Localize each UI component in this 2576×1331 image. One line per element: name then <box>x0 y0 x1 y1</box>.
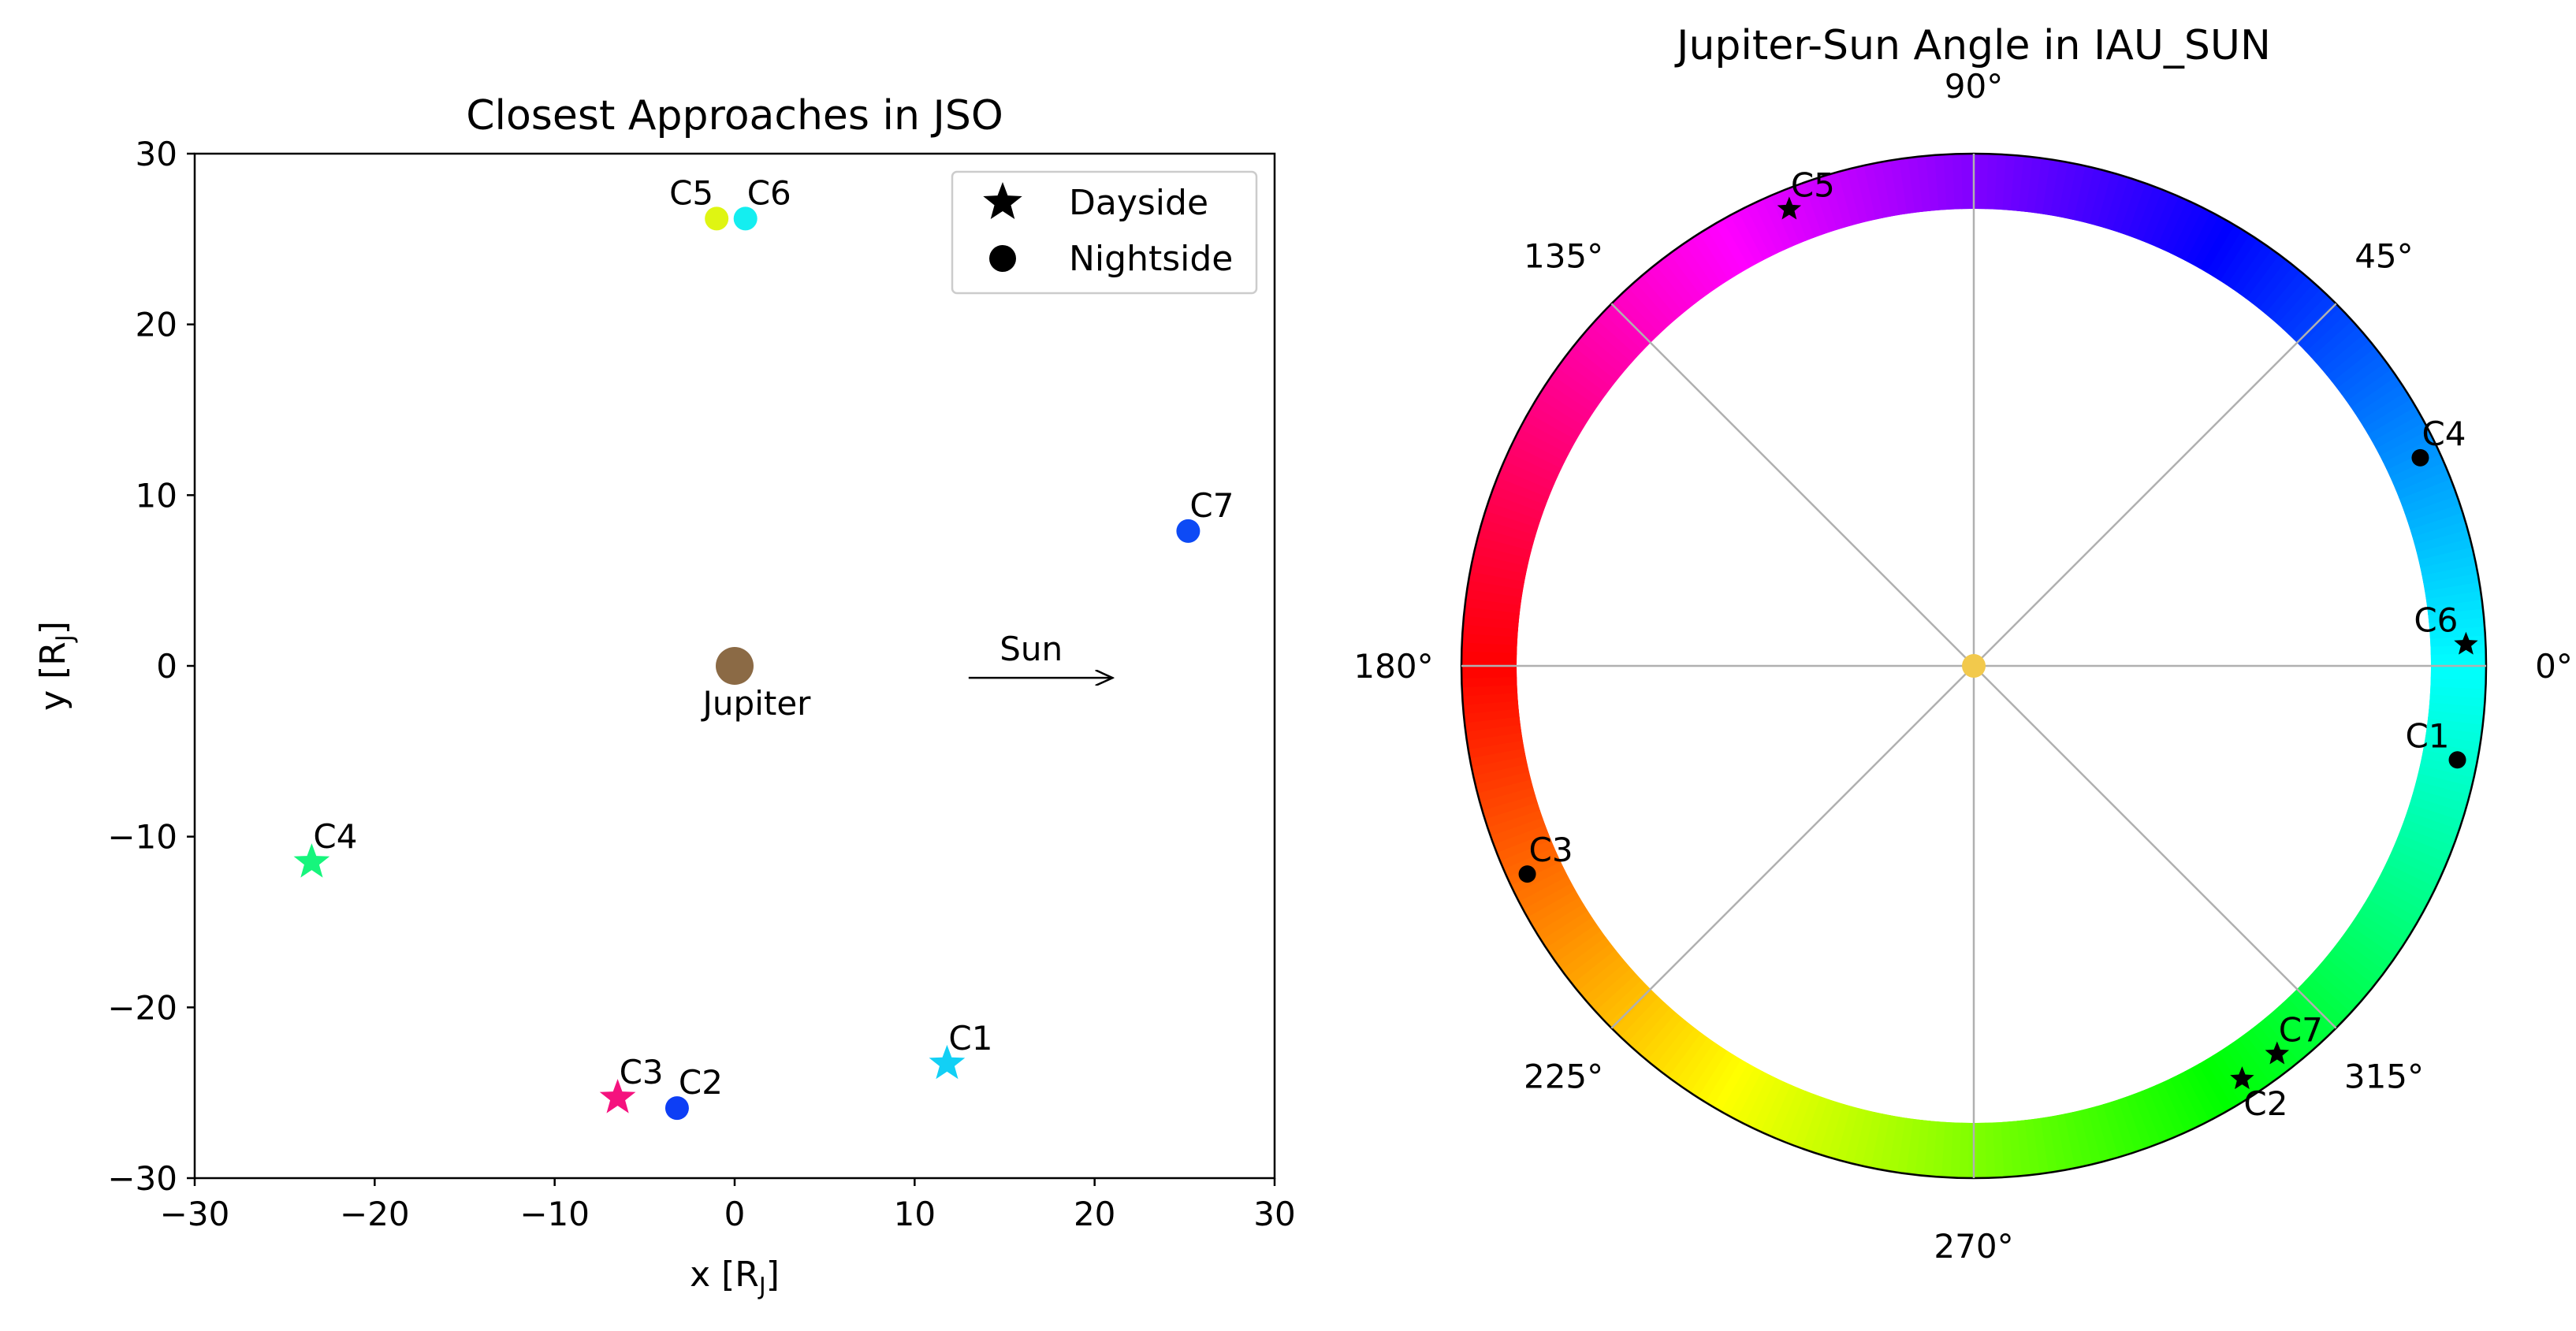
scatter-title: Closest Approaches in JSO <box>466 92 1003 139</box>
y-axis-label-sub: J <box>51 634 79 643</box>
polar-marks: C1 C2 C3 C4 C5 C6 C7 <box>1518 166 2478 1123</box>
polar-grid <box>1461 154 2486 1178</box>
point-c3-label: C3 <box>620 1053 664 1091</box>
polar-grid-line <box>1610 303 1975 667</box>
polar-point-c3-label: C3 <box>1529 831 1573 869</box>
point-c2-circle <box>664 1096 689 1121</box>
x-tick-label: −10 <box>519 1195 590 1233</box>
jupiter-marker <box>716 647 754 685</box>
point-c2-label: C2 <box>679 1063 723 1102</box>
polar-angle-label: 90° <box>1945 67 2003 106</box>
polar-angle-label: 315° <box>2344 1057 2424 1095</box>
y-axis-label-text: y [R <box>33 641 73 711</box>
point-c6-circle <box>733 206 758 231</box>
polar-point-c4-circle <box>2411 448 2429 467</box>
jupiter-label: Jupiter <box>701 684 812 723</box>
polar-title: Jupiter-Sun Angle in IAU_SUN <box>1674 22 2271 69</box>
polar-angle-label: 270° <box>1934 1227 2013 1266</box>
legend-dayside-label: Dayside <box>1069 183 1208 223</box>
y-tick-label: 10 <box>136 476 177 515</box>
y-axis-label: y [RJ] <box>33 621 79 711</box>
polar-grid-line <box>1610 665 1975 1029</box>
y-tick-label: 30 <box>136 135 177 173</box>
polar-point-c7-label: C7 <box>2279 1011 2323 1050</box>
polar-angle-label: 180° <box>1353 647 1433 686</box>
polar-grid-line <box>1973 303 2337 667</box>
scatter-marks: Jupiter Sun C1 C2 C3 C4 C5 C6 C7 <box>293 173 1234 1121</box>
y-tick-label: −20 <box>107 988 177 1027</box>
x-tick-label: 10 <box>894 1195 936 1233</box>
polar-point-c2-label: C2 <box>2243 1084 2288 1123</box>
legend-star-icon <box>983 182 1022 220</box>
polar-point-c2-star <box>2230 1066 2254 1090</box>
point-c7-label: C7 <box>1189 486 1234 525</box>
polar-point-c1-label: C1 <box>2405 716 2449 755</box>
point-c3-star <box>599 1079 636 1114</box>
point-c4-label: C4 <box>313 817 357 856</box>
point-c5-label: C5 <box>669 173 713 212</box>
polar-point-c5-star <box>1777 196 1802 220</box>
x-tick-label: 30 <box>1253 1195 1295 1233</box>
x-axis-label-end: ] <box>766 1255 780 1295</box>
polar-angle-label: 135° <box>1524 237 1603 276</box>
polar-panel: Jupiter-Sun Angle in IAU_SUN 0° 45° 90° 135… <box>1353 22 2572 1266</box>
y-tick-label: −30 <box>107 1159 177 1198</box>
y-tick-label: 0 <box>156 647 177 686</box>
x-axis-label: x [RJ] <box>690 1255 780 1300</box>
y-tick-label: −10 <box>107 818 177 857</box>
sun-label: Sun <box>1000 630 1063 668</box>
polar-point-c5-label: C5 <box>1791 166 1835 205</box>
hue-ring-segment <box>2430 660 2486 681</box>
point-c6-label: C6 <box>747 173 791 212</box>
polar-point-c1-circle <box>2448 751 2466 769</box>
polar-point-c7-star <box>2265 1041 2290 1065</box>
legend-circle-icon <box>989 245 1016 272</box>
x-tick-label: 0 <box>724 1195 746 1233</box>
polar-point-c3-circle <box>1518 865 1536 883</box>
point-c7-circle <box>1176 519 1201 543</box>
point-c5-circle <box>705 206 729 231</box>
legend-nightside-label: Nightside <box>1069 239 1233 279</box>
x-axis-label-sub: J <box>758 1273 766 1300</box>
scatter-ticks: −30 −20 −10 0 10 20 30 −30 −20 −10 0 10 20 30 <box>107 135 1295 1233</box>
point-c4-star <box>293 843 330 878</box>
point-c1-star <box>929 1044 966 1080</box>
polar-angle-labels: 0° 45° 90° 135° 180° 225° 270° 315° <box>1353 67 2572 1266</box>
y-axis-label-end: ] <box>33 621 73 634</box>
polar-point-c6-label: C6 <box>2414 601 2458 640</box>
polar-grid-line <box>1973 665 2337 1029</box>
x-tick-label: −30 <box>160 1195 230 1233</box>
x-tick-label: −20 <box>340 1195 410 1233</box>
scatter-panel: Closest Approaches in JSO −30 −20 −10 0 10 20… <box>33 92 1296 1300</box>
legend-box <box>951 170 1258 295</box>
polar-angle-label: 0° <box>2535 647 2573 686</box>
polar-point-c6-star <box>2454 631 2478 655</box>
y-tick-label: 20 <box>136 306 177 344</box>
polar-point-c4-label: C4 <box>2422 415 2466 453</box>
x-axis-label-text: x [R <box>690 1255 759 1295</box>
point-c1-label: C1 <box>948 1019 992 1058</box>
legend: Dayside Nightside <box>951 170 1258 295</box>
polar-angle-label: 45° <box>2355 237 2413 276</box>
x-tick-label: 20 <box>1074 1195 1115 1233</box>
polar-angle-label: 225° <box>1524 1057 1603 1095</box>
polar-center-marker <box>1962 654 1986 678</box>
